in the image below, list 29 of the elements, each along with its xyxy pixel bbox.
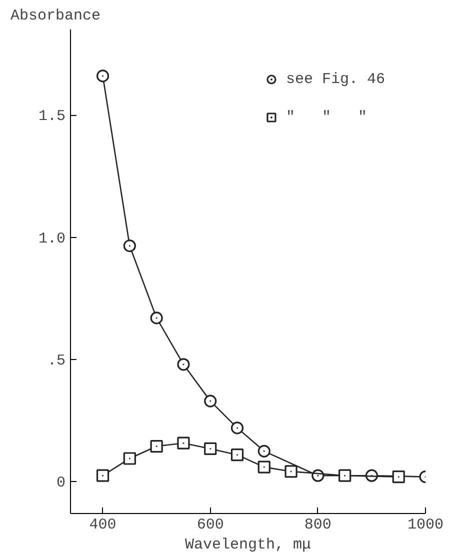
y-tick-label: 1.5 [38, 108, 66, 126]
point [123, 240, 136, 252]
point [338, 469, 352, 482]
x-tick-label: 600 [196, 516, 224, 534]
point [96, 70, 110, 82]
x-tick-label: 800 [304, 516, 332, 534]
y-tick-label: 1.0 [38, 230, 66, 248]
point [258, 444, 270, 458]
point [204, 442, 217, 456]
x-axis-title: Wavelength, mμ [184, 536, 312, 554]
y-tick-label: 0 [56, 474, 66, 492]
point [150, 312, 163, 324]
x-tick-label: 400 [89, 516, 116, 534]
legend-label: " " " [286, 108, 367, 126]
point [258, 460, 270, 474]
point [230, 422, 244, 434]
point [150, 440, 163, 453]
legend-label: see Fig. 46 [286, 70, 385, 88]
point [284, 465, 298, 478]
x-tick-label: 1000 [407, 516, 444, 534]
point [392, 470, 405, 484]
point [123, 452, 136, 465]
point [96, 469, 110, 482]
y-axis-title: Absorbance [10, 8, 101, 24]
point [230, 448, 244, 462]
point [177, 358, 190, 371]
point [177, 436, 190, 450]
point [204, 394, 217, 408]
y-tick-label: .5 [47, 352, 66, 370]
